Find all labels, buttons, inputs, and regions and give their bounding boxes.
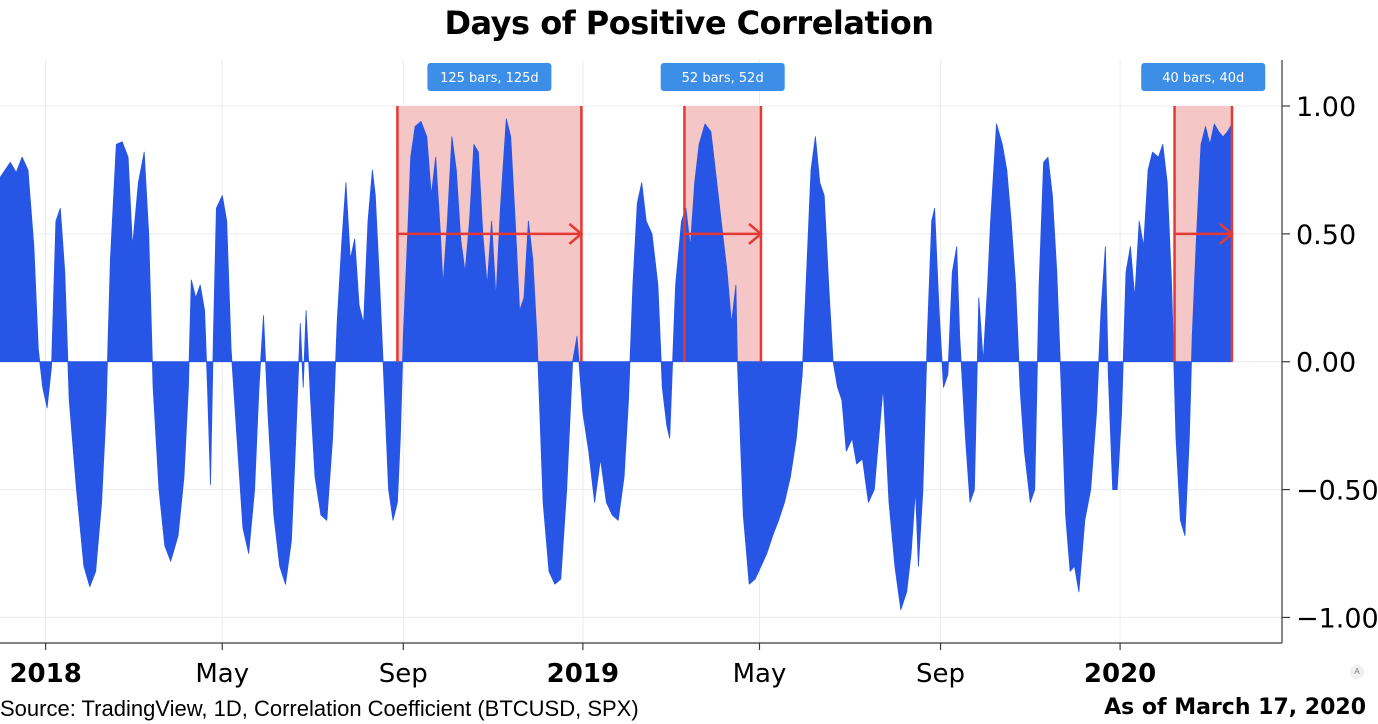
source-note: Source: TradingView, 1D, Correlation Coe… xyxy=(0,696,639,721)
range-arrow-head xyxy=(748,222,763,245)
range-label: 52 bars, 52d xyxy=(682,71,764,86)
y-tick-label: 1.00 xyxy=(1296,92,1356,123)
y-tick-label: 0.50 xyxy=(1296,220,1356,251)
y-tick-label: 0.00 xyxy=(1296,348,1356,379)
x-tick-label: Sep xyxy=(379,659,428,689)
range-label-badge xyxy=(427,63,552,91)
logo-badge[interactable]: A xyxy=(1350,665,1364,679)
axis-layer: 1.00 0.50 0.00 −0.50 −1.00 2018 May Sep 2019 May S… xyxy=(0,60,1378,689)
x-tick-label: 2020 xyxy=(1084,659,1156,689)
range-label-badge xyxy=(1141,63,1266,91)
x-tick-label: Sep xyxy=(916,659,965,689)
y-tick-label: −1.00 xyxy=(1296,603,1378,634)
area-layer xyxy=(0,118,1233,611)
range-label-badge xyxy=(660,63,785,91)
as-of-note: As of March 17, 2020 xyxy=(1104,695,1366,720)
x-tick-label: 2018 xyxy=(9,659,81,689)
x-tick-label: May xyxy=(733,659,787,689)
chart-title: Days of Positive Correlation xyxy=(444,4,934,42)
range-arrow-head xyxy=(1219,222,1234,245)
x-tick-label: 2019 xyxy=(547,659,619,689)
annotation-layer: 125 bars, 125d 52 bars, 52d 40 bars, 40d xyxy=(396,63,1266,362)
range-arrow-head xyxy=(568,222,584,245)
range-label: 40 bars, 40d xyxy=(1162,71,1244,86)
range-label: 125 bars, 125d xyxy=(440,71,539,86)
y-tick-label: −0.50 xyxy=(1296,476,1378,507)
correlation-area xyxy=(0,118,1233,611)
x-tick-label: May xyxy=(195,659,249,689)
